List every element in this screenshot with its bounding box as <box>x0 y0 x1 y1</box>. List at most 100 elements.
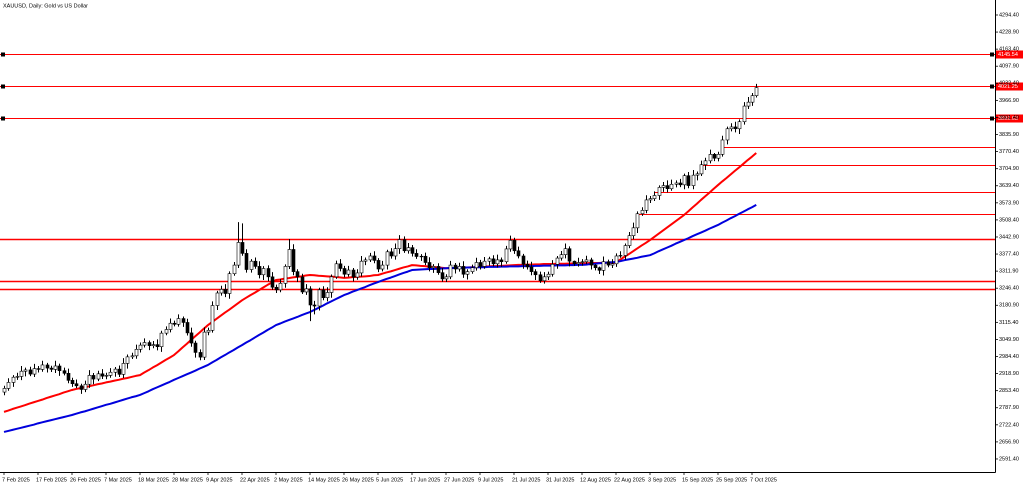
candle-body <box>525 264 530 268</box>
candle-body <box>555 257 560 265</box>
candle-body <box>45 364 50 369</box>
candle-body <box>657 187 662 196</box>
x-tick-label: 7 Mar 2025 <box>104 477 132 483</box>
candle-body <box>631 227 636 236</box>
candle-body <box>185 322 190 334</box>
candle-body <box>542 276 547 282</box>
level-marker <box>1 84 5 89</box>
candle-body <box>308 288 313 306</box>
candle-body <box>716 154 721 159</box>
candle-body <box>79 385 84 390</box>
candle-body <box>274 286 279 291</box>
candle-body <box>482 260 487 267</box>
candle-body <box>278 283 283 291</box>
x-tick-label: 31 Jul 2025 <box>546 477 574 483</box>
candle-body <box>448 264 453 278</box>
x-tick-label: 26 May 2025 <box>342 477 374 483</box>
candle-body <box>28 369 33 375</box>
x-tick-label: 22 Apr 2025 <box>240 477 270 483</box>
candle-body <box>168 322 173 330</box>
candle-body <box>618 255 623 257</box>
x-tick-label: 25 Sep 2025 <box>716 477 747 483</box>
candle-body <box>125 356 130 364</box>
candle-body <box>423 255 428 263</box>
candle-body <box>206 329 211 333</box>
candle-body <box>2 388 7 393</box>
x-tick-label: 17 Jun 2025 <box>410 477 440 483</box>
candle-body <box>720 139 725 155</box>
candle-body <box>202 331 207 358</box>
candle-body <box>11 376 16 383</box>
candle-body <box>53 365 58 370</box>
candle-body <box>23 369 28 372</box>
candle-body <box>342 268 347 275</box>
candle-body <box>363 259 368 262</box>
candle-body <box>257 266 262 276</box>
candle-body <box>121 363 126 375</box>
x-tick-label: 7 Feb 2025 <box>2 477 30 483</box>
candle-body <box>66 372 71 381</box>
y-tick-label: 3901.40 <box>999 115 1019 121</box>
x-tick-label: 28 Mar 2025 <box>172 477 203 483</box>
candle-body <box>516 250 521 257</box>
candle-body <box>584 259 589 263</box>
candle-body <box>57 365 62 371</box>
x-tick-label: 27 Jun 2025 <box>444 477 474 483</box>
candle-body <box>334 263 339 278</box>
level-label: 3899.63 <box>998 116 1018 122</box>
x-tick-label: 2 May 2025 <box>274 477 303 483</box>
x-tick-label: 7 Oct 2025 <box>750 477 777 483</box>
candle-body <box>465 271 470 275</box>
candle-body <box>304 288 309 293</box>
candle-body <box>440 272 445 280</box>
candle-body <box>703 160 708 166</box>
candle-body <box>355 272 360 278</box>
candle-body <box>300 276 305 293</box>
x-tick-label: 15 Sep 2025 <box>682 477 713 483</box>
candle-body <box>142 342 147 346</box>
candle-body <box>754 87 759 96</box>
y-tick-label: 3377.40 <box>999 252 1019 258</box>
candle-body <box>295 271 300 278</box>
level-label: 4021.25 <box>998 84 1018 90</box>
level-marker <box>1 116 5 121</box>
candle-body <box>733 126 738 130</box>
y-tick-label: 3508.40 <box>999 217 1019 223</box>
level-marker <box>990 52 994 57</box>
candle-body <box>321 289 326 298</box>
candles <box>2 83 759 396</box>
candle-body <box>138 344 143 350</box>
candle-body <box>487 258 492 262</box>
candle-body <box>750 95 755 103</box>
candle-body <box>499 259 504 263</box>
candle-body <box>529 266 534 272</box>
candle-body <box>729 126 734 130</box>
candle-body <box>223 289 228 294</box>
levels: 4145.54 4021.25 3899.63 <box>0 50 1023 291</box>
x-tick-label: 21 Jul 2025 <box>512 477 540 483</box>
candle-body <box>351 269 356 278</box>
chart-title: XAUUSD, Daily: Gold vs US Dollar <box>3 3 88 9</box>
y-tick-label: 2984.40 <box>999 354 1019 360</box>
y-tick-label: 4228.90 <box>999 30 1019 36</box>
candle-body <box>567 248 572 262</box>
y-tick-label: 2591.40 <box>999 456 1019 462</box>
candle-body <box>317 289 322 307</box>
candle-body <box>708 154 713 162</box>
y-tick-label: 3573.90 <box>999 200 1019 206</box>
x-tick-label: 5 Jun 2025 <box>376 477 403 483</box>
x-tick-label: 22 Aug 2025 <box>614 477 645 483</box>
candle-body <box>312 304 317 307</box>
candle-body <box>40 364 45 370</box>
candle-body <box>606 261 611 266</box>
candle-body <box>393 248 398 257</box>
candle-body <box>674 182 679 185</box>
candle-body <box>36 368 41 370</box>
candle-body <box>686 175 691 186</box>
y-tick-label: 3835.90 <box>999 132 1019 138</box>
moving-average <box>3 152 757 413</box>
candle-body <box>678 182 683 186</box>
candle-body <box>521 255 526 265</box>
y-tick-label: 3115.40 <box>999 320 1018 326</box>
candle-body <box>193 342 198 353</box>
